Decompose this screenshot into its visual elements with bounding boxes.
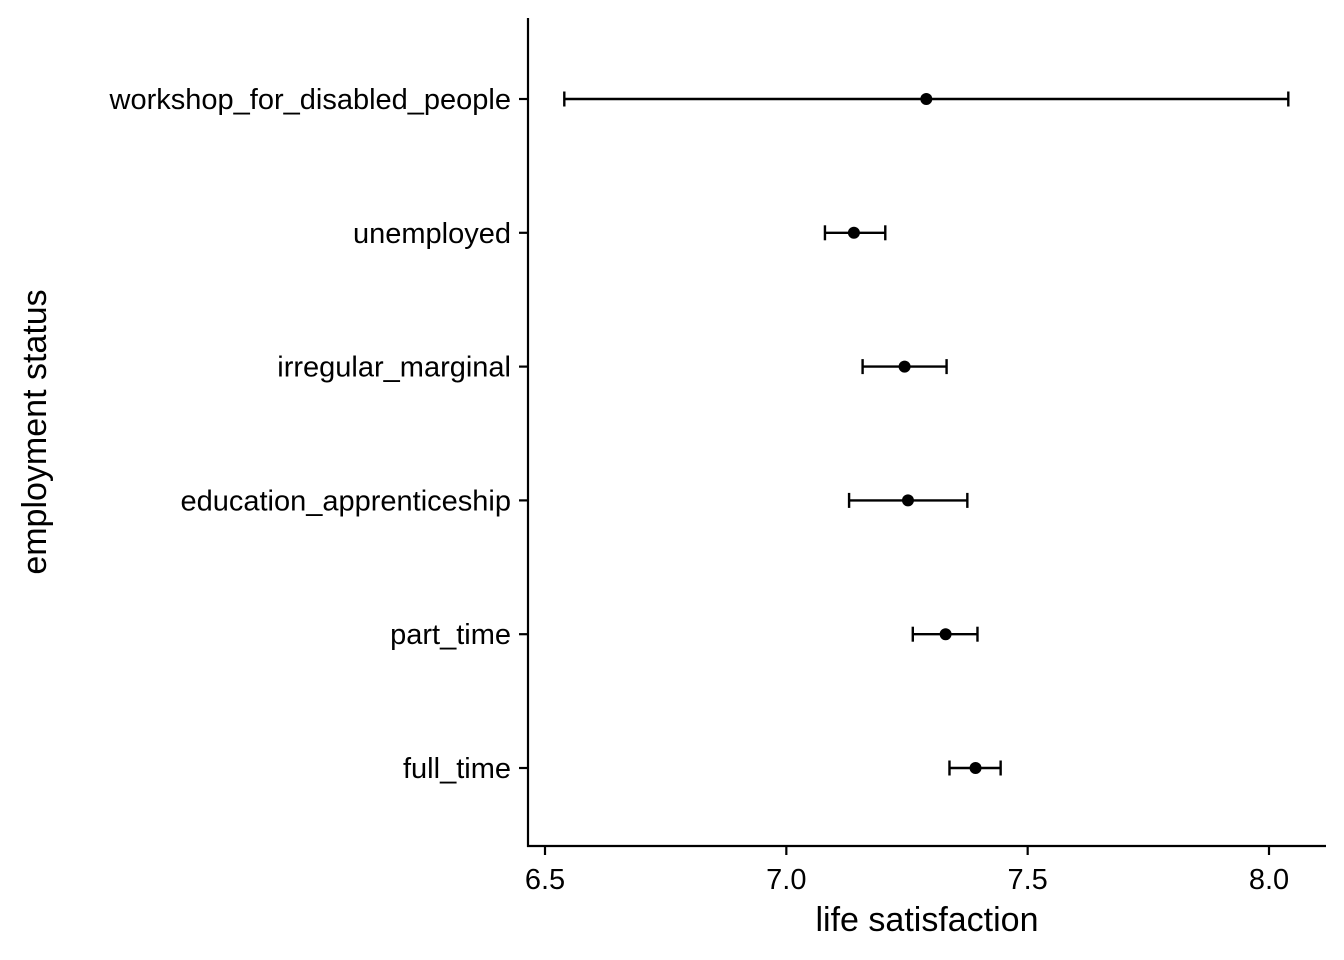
x-tick-label: 6.5 [525,864,565,896]
x-axis-title: life satisfaction [816,901,1039,939]
y-axis-title: employment status [16,289,54,574]
data-point [969,762,982,774]
data-point [847,226,860,239]
data-series-row [823,225,887,241]
data-series-row [911,626,979,642]
x-tick-label: 7.0 [766,864,806,896]
y-tick-label: unemployed [353,218,511,250]
y-tick-label: irregular_marginal [277,352,511,384]
data-point [920,93,933,105]
x-tick-label: 8.0 [1249,864,1289,896]
plot-area [563,91,1290,776]
data-point [901,494,914,507]
y-tick-label: part_time [390,619,511,651]
data-series-row [563,91,1290,107]
axes [526,18,1326,848]
data-series-row [948,760,1002,776]
y-tick-label: full_time [403,753,511,785]
data-series-row [847,492,969,508]
data-point [939,628,952,641]
data-series-row [861,359,948,375]
y-axis-ticks: workshop_for_disabled_people unemployed ir… [109,84,528,785]
x-tick-label: 7.5 [1008,864,1048,896]
y-tick-label: education_apprenticeship [180,485,511,517]
y-tick-label: workshop_for_disabled_people [109,84,511,116]
data-point [898,360,911,373]
x-axis-ticks: 6.5 7.0 7.5 8.0 [525,846,1289,896]
